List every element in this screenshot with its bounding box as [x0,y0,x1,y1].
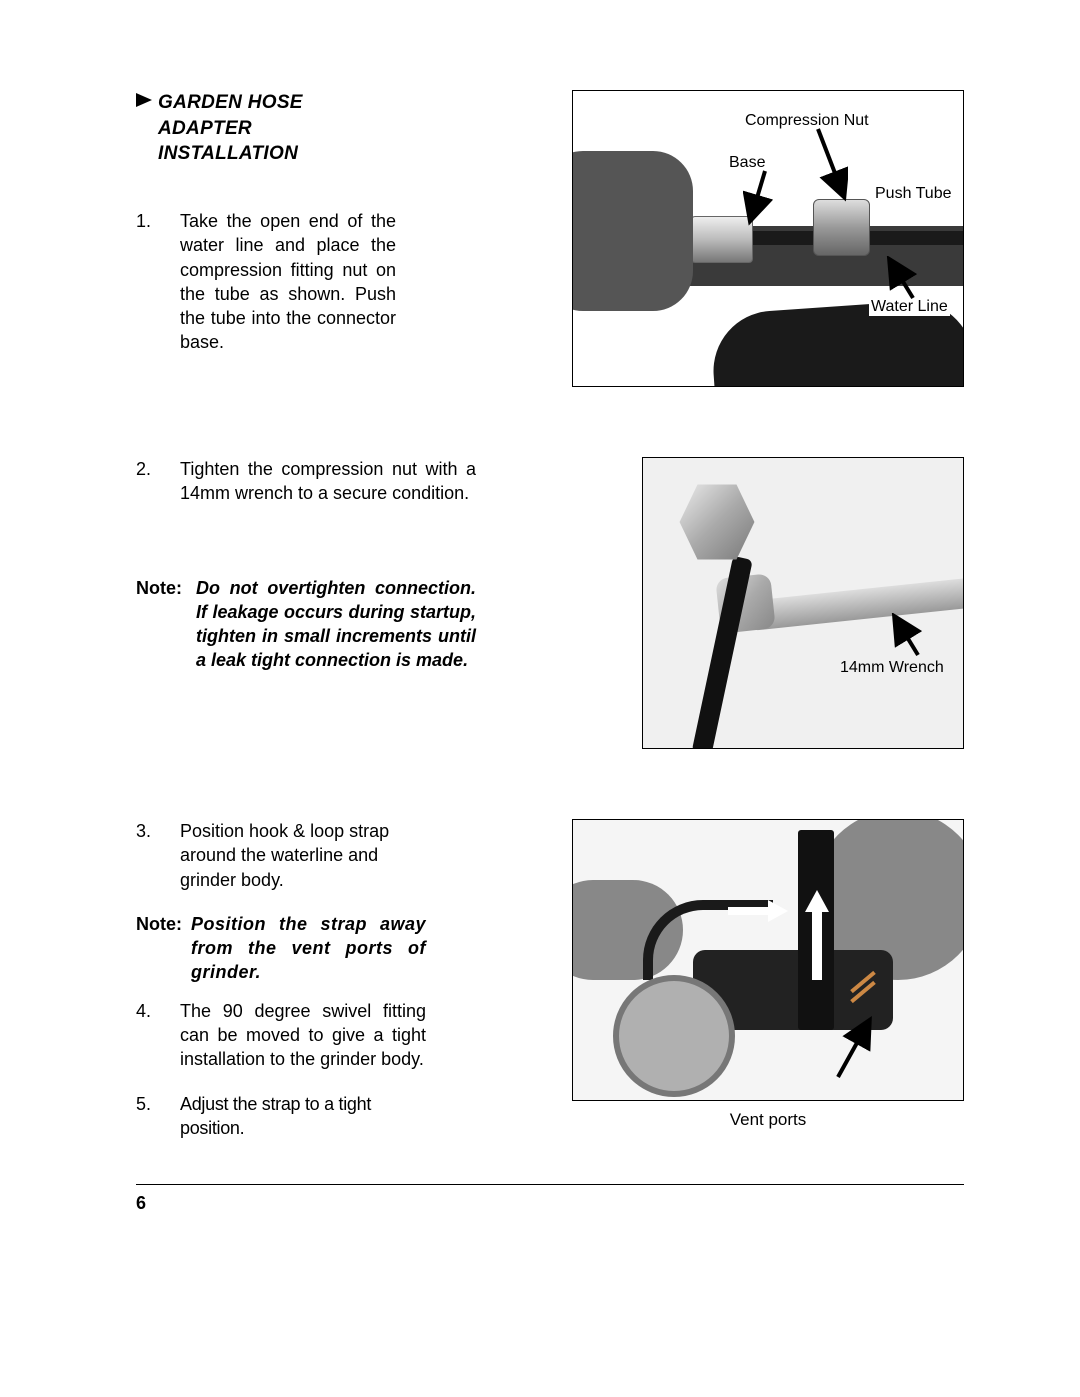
section-2-text: 2. Tighten the compression nut with a 14… [136,457,476,673]
step-5: 5. Adjust the strap to a tight position. [136,1092,426,1141]
figure-2-wrench [742,574,964,631]
step-4: 4. The 90 degree swivel fitting can be m… [136,999,426,1072]
step-1-num: 1. [136,209,180,355]
figure-2: 14mm Wrench [642,457,964,749]
arrow-vent-ports-icon [830,1015,880,1085]
step-1-text: Take the open end of the water line and … [180,209,396,355]
figure-3-box: Vent ports [572,819,964,1132]
figure-1-finger [572,151,693,311]
section-1-text: GARDEN HOSE ADAPTER INSTALLATION 1. Take… [136,90,396,375]
heading-triangle-icon [136,93,152,107]
step-3: 3. Position hook & loop strap around the… [136,819,426,892]
note-1-label: Note: [136,576,196,673]
section-1: GARDEN HOSE ADAPTER INSTALLATION 1. Take… [136,90,964,387]
heading: GARDEN HOSE ADAPTER INSTALLATION [136,90,396,167]
section-3-text: 3. Position hook & loop strap around the… [136,819,426,1160]
figure-2-hexnut [678,483,756,561]
note-1-body: Do not overtighten connection. If leakag… [196,576,476,673]
step-4-num: 4. [136,999,180,1072]
figure-3 [572,819,964,1101]
figure-3-disc [613,975,735,1097]
figure-3-caption: Vent ports [572,1109,964,1132]
arrow-base-icon [743,168,783,228]
step-5-num: 5. [136,1092,180,1141]
section-2: 2. Tighten the compression nut with a 14… [136,457,964,749]
note-2: Note: Position the strap away from the v… [136,912,426,985]
step-2-num: 2. [136,457,180,506]
arrow-wrench-icon [888,613,928,663]
footer-rule [136,1184,964,1185]
page-number: 6 [136,1191,964,1215]
step-3-num: 3. [136,819,180,892]
note-2-label: Note: [136,912,191,985]
note-1: Note: Do not overtighten connection. If … [136,576,476,673]
arrow-compression-nut-icon [808,124,848,204]
figure-1-compression-nut [813,199,870,256]
arrow-up-white-icon [805,890,829,980]
figure-1: Compression Nut Base Push Tube Water Lin… [572,90,964,387]
heading-text: GARDEN HOSE ADAPTER INSTALLATION [158,90,396,167]
note-2-body: Position the strap away from the vent po… [191,912,426,985]
step-5-text: Adjust the strap to a tight position. [180,1092,426,1141]
label-compression-nut: Compression Nut [743,111,871,130]
step-2: 2. Tighten the compression nut with a 14… [136,457,476,506]
step-1: 1. Take the open end of the water line a… [136,209,396,355]
heading-line2: ADAPTER INSTALLATION [158,118,298,165]
step-2-text: Tighten the compression nut with a 14mm … [180,457,476,506]
figure-3-vent-slots [848,980,888,1020]
arrow-water-line-icon [883,256,923,306]
label-push-tube: Push Tube [873,184,954,203]
section-3: 3. Position hook & loop strap around the… [136,819,964,1160]
step-3-text: Position hook & loop strap around the wa… [180,819,426,892]
arrow-right-white-icon [728,900,788,922]
page: GARDEN HOSE ADAPTER INSTALLATION 1. Take… [0,0,1080,1397]
step-4-text: The 90 degree swivel fitting can be move… [180,999,426,1072]
heading-line1: GARDEN HOSE [158,92,303,113]
